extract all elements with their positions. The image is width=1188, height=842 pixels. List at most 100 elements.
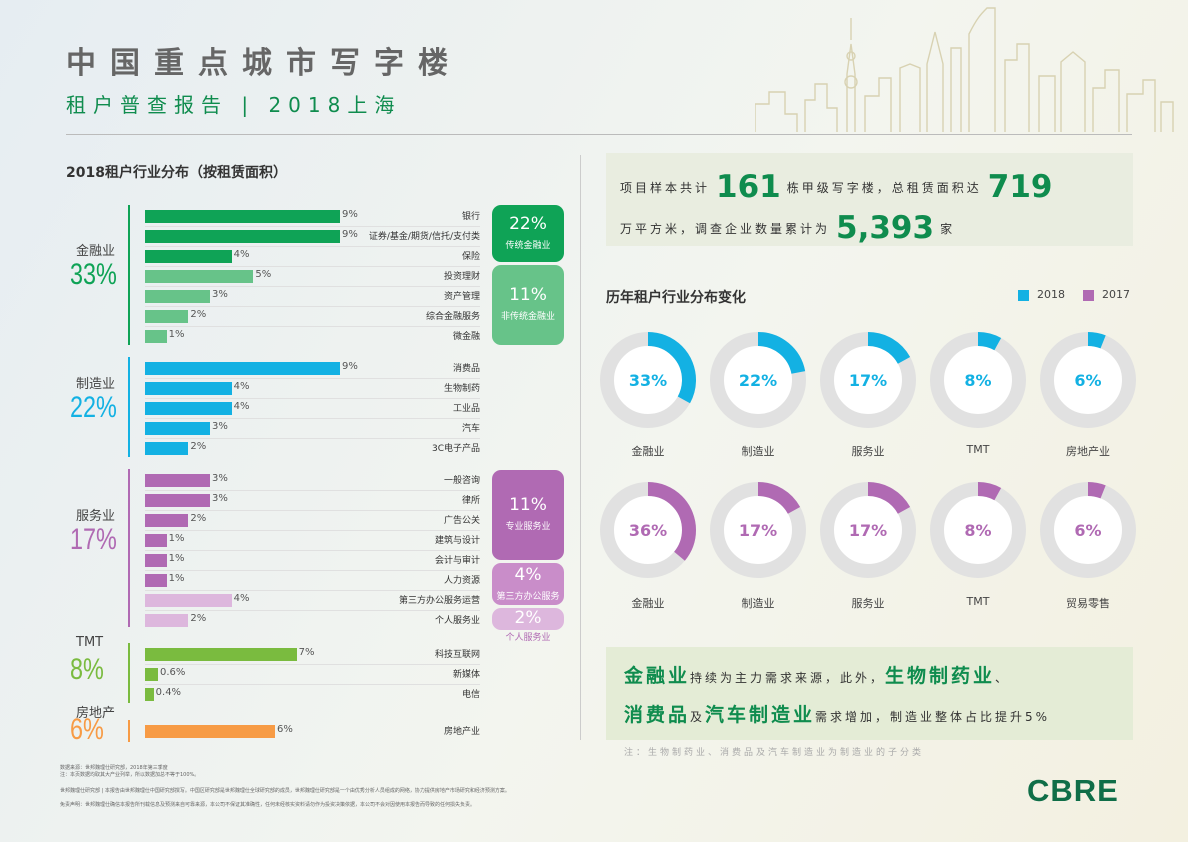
group-bracket-line — [128, 720, 130, 742]
conclusion-line-1: 金融业持续为主力需求来源，此外，生物制药业、 — [624, 661, 1010, 688]
bar-category-label: 电信 — [461, 690, 480, 700]
bar-value-label: 1% — [168, 533, 185, 544]
bar-category-label: 资产管理 — [443, 292, 480, 302]
bar — [145, 648, 297, 661]
row-divider — [145, 418, 480, 419]
legend-label-2018: 2018 — [1037, 288, 1065, 301]
donut-category-label: 制造业 — [741, 445, 775, 458]
donut-category-label: 金融业 — [631, 597, 665, 610]
row-divider — [145, 550, 480, 551]
bar-category-label: 投资理财 — [443, 272, 480, 282]
pill-percentage: 11% — [509, 495, 547, 515]
bar — [145, 534, 167, 547]
bar-row: 4% 第三方办公服务运营 — [145, 592, 480, 608]
donut-chart: 17% — [820, 482, 916, 578]
bar-section-title: 2018租户行业分布（按租赁面积） — [66, 165, 287, 181]
conclusion-line-2: 消费品及汽车制造业需求增加，制造业整体占比提升5% — [624, 700, 1050, 727]
summary-box: 项目样本共计 161 栋甲级写字楼，总租赁面积达 719 万平方米，调查企业数量累计为… — [606, 153, 1133, 246]
donut-chart: 6% — [1040, 332, 1136, 428]
bar — [145, 310, 189, 323]
donut-slice — [820, 332, 916, 428]
building-count: 161 — [716, 169, 781, 205]
row-divider — [145, 684, 480, 685]
conclusion-box: 金融业持续为主力需求来源，此外，生物制药业、 消费品及汽车制造业需求增加，制造业… — [606, 647, 1133, 740]
donut-value-label: 33% — [629, 371, 667, 390]
donut-slice — [600, 332, 696, 428]
bar-row: 1% 会计与审计 — [145, 552, 480, 568]
pill-label: 第三方办公服务 — [496, 592, 560, 602]
bar-value-label: 4% — [233, 593, 250, 604]
bar-row: 4% 保险 — [145, 248, 480, 264]
donut-category-label: 服务业 — [851, 597, 885, 610]
bar — [145, 402, 232, 415]
summary-text: 项目样本共计 — [620, 181, 711, 195]
bar — [145, 688, 154, 701]
bar — [145, 382, 232, 395]
page-title: 中国重点城市写字楼 — [66, 46, 462, 81]
row-divider — [145, 266, 480, 267]
bar-row: 5% 投资理财 — [145, 268, 480, 284]
pill-percentage: 11% — [509, 285, 547, 305]
bar-row: 1% 微金融 — [145, 328, 480, 344]
disclaimer-text: 免责声明：世邦魏理仕确信本报告所刊载信息及预测来自可靠来源，本公司不保证其准确性… — [60, 802, 476, 808]
group-percentage: 22% — [70, 391, 117, 424]
bar-value-label: 2% — [190, 309, 207, 320]
bar-value-label: 2% — [190, 613, 207, 624]
row-divider — [145, 610, 480, 611]
bar-value-label: 7% — [298, 647, 315, 658]
donut-value-label: 17% — [849, 371, 887, 390]
row-divider — [145, 246, 480, 247]
conclusion-text: 、 — [995, 671, 1011, 685]
bar-row: 0.6% 新媒体 — [145, 666, 480, 682]
donut-chart: 6% — [1040, 482, 1136, 578]
row-divider — [145, 326, 480, 327]
highlight-consumer: 消费品 — [624, 704, 691, 726]
bar — [145, 210, 340, 223]
pill-label: 专业服务业 — [505, 522, 551, 532]
summary-text: 栋甲级写字楼，总租赁面积达 — [786, 181, 982, 195]
bar — [145, 422, 210, 435]
bar-row: 3% 资产管理 — [145, 288, 480, 304]
bar-value-label: 9% — [342, 209, 358, 220]
pill-percentage: 22% — [509, 213, 547, 234]
row-divider — [145, 306, 480, 307]
subcategory-pill: 11% 非传统金融业 — [492, 265, 564, 345]
legend-swatch-2018 — [1018, 290, 1029, 301]
summary-text: 家 — [940, 222, 956, 236]
bar-category-label: 保险 — [461, 252, 480, 262]
highlight-auto: 汽车制造业 — [705, 704, 816, 726]
bar-category-label: 汽车 — [461, 424, 480, 434]
bar-value-label: 9% — [342, 229, 358, 240]
bar-value-label: 6% — [277, 724, 293, 735]
bar-row: 9% 银行 — [145, 208, 480, 224]
donut-slice — [1040, 332, 1136, 428]
donut-slice — [820, 482, 916, 578]
conclusion-text: 持续为主力需求来源，此外， — [690, 671, 886, 685]
bar-category-label: 会计与审计 — [434, 556, 480, 566]
bar-value-label: 1% — [168, 553, 185, 564]
donut-chart: 17% — [710, 482, 806, 578]
bar-category-label: 人力资源 — [443, 576, 480, 586]
bar — [145, 594, 232, 607]
bar-value-label: 4% — [233, 249, 250, 260]
bar-row: 9% 消费品 — [145, 360, 480, 376]
bar-row: 2% 个人服务业 — [145, 612, 480, 628]
bar — [145, 442, 189, 455]
bar-row: 2% 3C电子产品 — [145, 440, 480, 456]
bar-value-label: 3% — [212, 493, 228, 504]
highlight-biopharma: 生物制药业 — [885, 665, 996, 687]
bar-category-label: 科技互联网 — [434, 650, 480, 660]
bar-row: 1% 人力资源 — [145, 572, 480, 588]
bar-row: 2% 广告公关 — [145, 512, 480, 528]
bar-row: 4% 工业品 — [145, 400, 480, 416]
donut-slice — [1040, 482, 1136, 578]
bar-category-label: 新媒体 — [452, 670, 480, 680]
row-divider — [145, 570, 480, 571]
row-divider — [145, 438, 480, 439]
bar-category-label: 微金融 — [452, 332, 480, 342]
highlight-finance: 金融业 — [624, 665, 691, 687]
bar-row: 1% 建筑与设计 — [145, 532, 480, 548]
donut-category-label: 金融业 — [631, 445, 665, 458]
company-count: 5,393 — [836, 210, 935, 246]
donut-category-label: TMT — [966, 595, 990, 608]
